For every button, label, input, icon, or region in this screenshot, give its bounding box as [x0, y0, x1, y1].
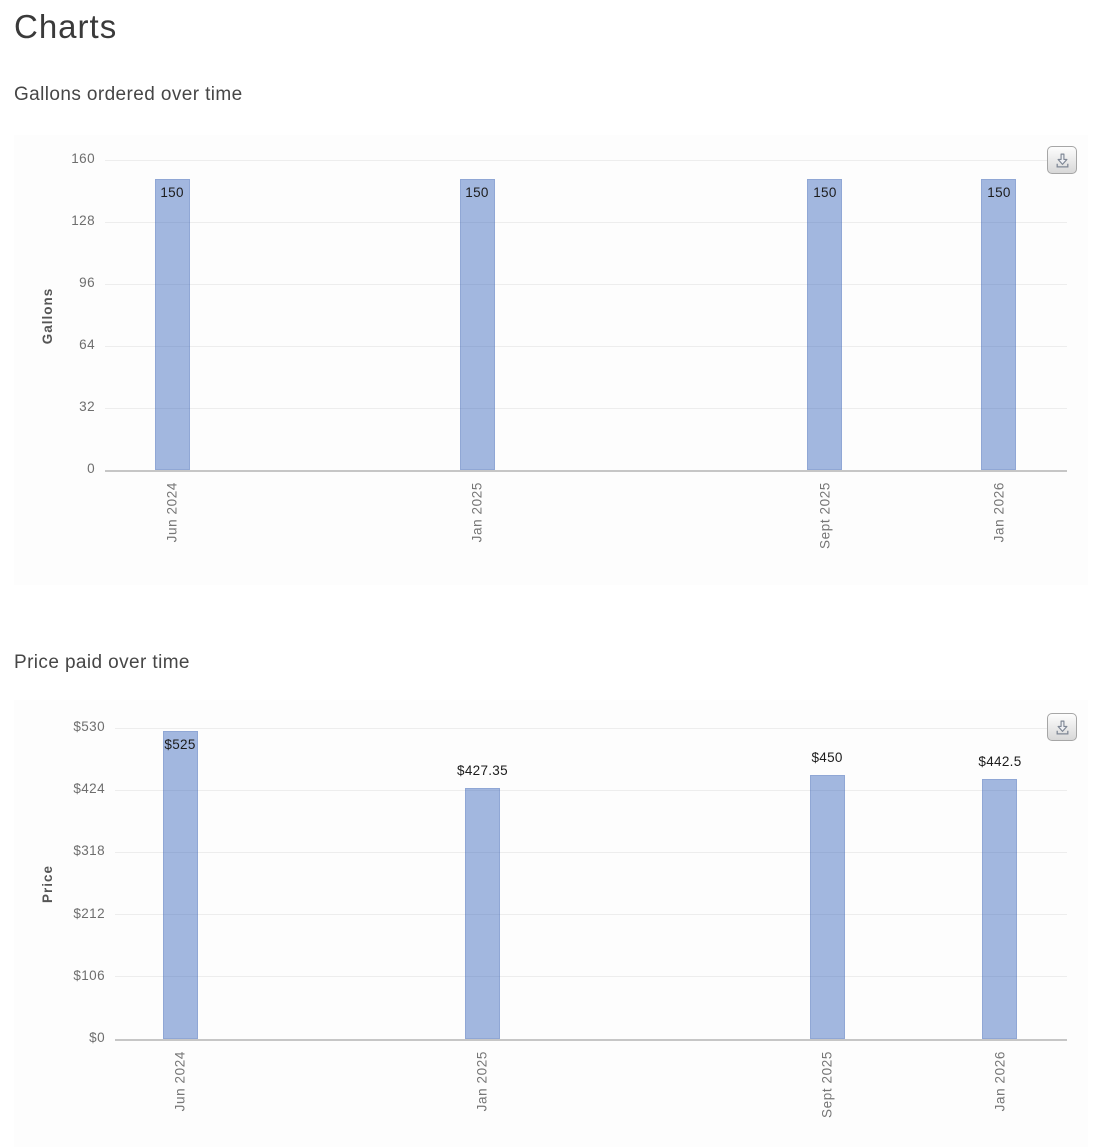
gridline: [115, 851, 1067, 853]
x-tick-label: Jan 2026: [991, 482, 1007, 543]
x-tick-label: Jun 2024: [172, 1051, 188, 1112]
y-tick-label: $530: [73, 719, 105, 734]
gridline: [115, 976, 1067, 978]
bar-value-label: 150: [987, 185, 1011, 201]
gridline: [105, 345, 1067, 347]
section-heading-gallons: Gallons ordered over time: [14, 84, 243, 105]
bar-value-label: 150: [160, 185, 184, 201]
x-tick-label: Sept 2025: [817, 482, 833, 549]
price-plot-area: $0 $106 $212 $318 $424 $530 $525 Jun 2024 $427.3…: [73, 719, 1067, 1118]
download-icon: [1056, 153, 1068, 168]
y-tick-label: $106: [73, 967, 105, 983]
x-tick-label: Jan 2026: [992, 1051, 1008, 1112]
bar-value-label: $525: [164, 736, 196, 752]
gridline: [115, 914, 1067, 916]
x-tick-label: Jan 2025: [469, 482, 485, 543]
y-tick-label: $424: [73, 781, 105, 797]
section-heading-price: Price paid over time: [14, 652, 190, 673]
gridline: [105, 159, 1067, 161]
bar[interactable]: [807, 179, 843, 470]
bar[interactable]: [982, 779, 1018, 1039]
download-chart-button[interactable]: [1047, 146, 1077, 174]
gridline: [115, 727, 1067, 729]
bar[interactable]: [981, 179, 1017, 470]
gridline: [105, 407, 1067, 409]
y-axis-title: Price: [40, 864, 55, 904]
gallons-chart-card: Gallons 0 32 64 96 128 160 150 Jun 2024 150 Jan 2…: [14, 135, 1088, 585]
y-tick-label: $318: [73, 843, 105, 859]
bar[interactable]: [809, 774, 845, 1039]
bar-value-label: $450: [811, 749, 843, 765]
page-title: Charts: [14, 8, 118, 45]
gallons-plot-area: 0 32 64 96 128 160 150 Jun 2024 150 Jan 2025 150 Se…: [71, 151, 1067, 549]
bar[interactable]: [459, 179, 495, 470]
y-tick-label: 0: [87, 461, 95, 476]
bar-value-label: $427.35: [457, 763, 508, 779]
gridline: [105, 283, 1067, 285]
bar-value-label: 150: [813, 185, 837, 201]
y-tick-label: 64: [79, 337, 95, 352]
y-tick-label: 128: [71, 213, 95, 228]
gridline: [105, 221, 1067, 223]
price-chart-card: Price $0 $106 $212 $318 $424 $530 $525 Jun 2024…: [14, 700, 1088, 1147]
x-tick-label: Jan 2025: [474, 1051, 490, 1112]
bar[interactable]: [154, 179, 190, 470]
gridline: [115, 789, 1067, 791]
bar-value-label: $442.5: [978, 754, 1022, 770]
y-axis-title: Gallons: [40, 287, 55, 345]
y-tick-label: $212: [73, 905, 105, 921]
x-tick-label: Sept 2025: [819, 1051, 835, 1118]
download-icon: [1056, 720, 1068, 735]
y-tick-label: 96: [79, 275, 95, 290]
y-tick-label: 160: [71, 151, 95, 166]
bar-value-label: 150: [465, 185, 489, 201]
y-tick-label: 32: [79, 399, 95, 414]
bar[interactable]: [162, 730, 198, 1039]
y-tick-label: $0: [89, 1030, 105, 1045]
x-tick-label: Jun 2024: [164, 482, 180, 543]
bar[interactable]: [464, 788, 500, 1039]
download-chart-button[interactable]: [1047, 713, 1077, 741]
